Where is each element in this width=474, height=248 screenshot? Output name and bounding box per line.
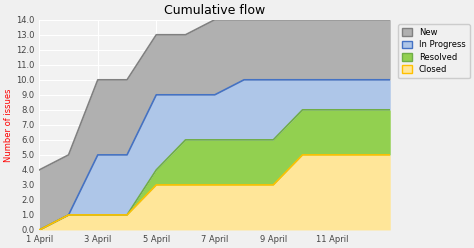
Legend: New, In Progress, Resolved, Closed: New, In Progress, Resolved, Closed (398, 24, 470, 78)
Title: Cumulative flow: Cumulative flow (164, 4, 265, 17)
Y-axis label: Number of issues: Number of issues (4, 88, 13, 162)
